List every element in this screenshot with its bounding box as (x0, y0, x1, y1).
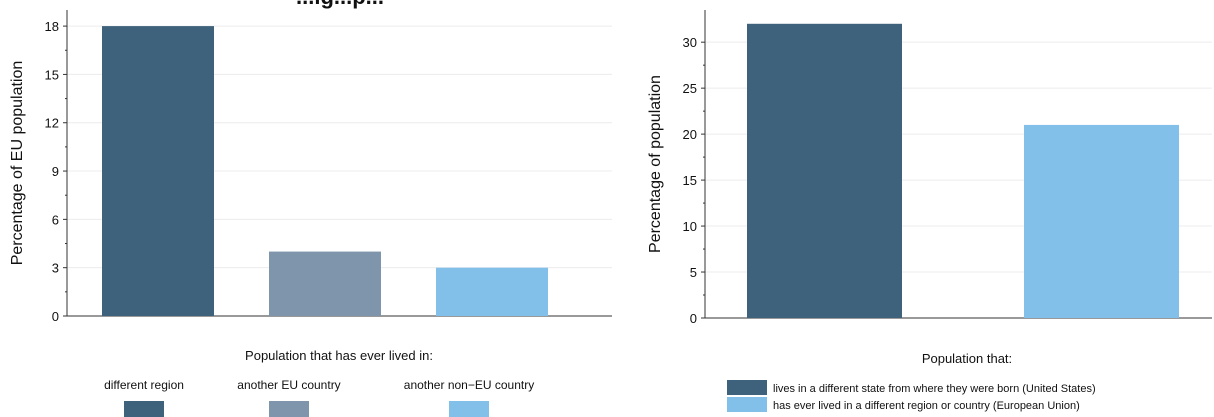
legend-swatch-2 (727, 397, 767, 412)
y-tick-label: 15 (683, 173, 697, 188)
bar-3 (436, 267, 548, 316)
y-axis-title: Percentage of population (647, 75, 664, 253)
legend-swatch-3 (449, 401, 489, 417)
bar-2 (1024, 124, 1179, 318)
y-tick-label: 15 (45, 67, 59, 82)
legend-swatch-1 (124, 401, 164, 417)
y-tick-label: 0 (52, 309, 59, 324)
y-tick-label: 9 (52, 164, 59, 179)
right-chart: 0 5 10 15 20 25 30 Percentage of population Popu… (647, 10, 1212, 412)
left-chart: 0 3 6 9 12 15 18 Percentage of EU population...… (9, 0, 612, 417)
legend-label-1: lives in a different state from where th… (773, 383, 1096, 395)
legend-swatch-2 (269, 401, 309, 417)
legend-title: Population that: (922, 351, 1012, 366)
y-tick-label: 0 (690, 311, 697, 326)
chart-title: ...ig...p... (296, 0, 384, 9)
legend-label-2: another EU country (237, 378, 340, 392)
bar-1 (102, 26, 214, 317)
y-tick-label: 6 (52, 212, 59, 227)
legend-title: Population that has ever lived in: (245, 348, 433, 363)
y-tick-label: 20 (683, 127, 697, 142)
legend-label-3: another non−EU country (404, 378, 534, 392)
y-tick-label: 30 (683, 35, 697, 50)
legend-swatch-1 (727, 380, 767, 395)
y-tick-label: 10 (683, 219, 697, 234)
y-tick-label: 5 (690, 265, 697, 280)
y-tick-label: 18 (45, 19, 59, 34)
bar-2 (269, 251, 381, 316)
y-tick-label: 12 (45, 116, 59, 131)
bar-1 (747, 23, 902, 318)
y-tick-label: 25 (683, 81, 697, 96)
legend-label-2: has ever lived in a different region or … (773, 400, 1080, 412)
y-axis-title: Percentage of EU population (9, 61, 26, 266)
y-tick-label: 3 (52, 261, 59, 276)
legend-label-1: different region (104, 378, 184, 392)
